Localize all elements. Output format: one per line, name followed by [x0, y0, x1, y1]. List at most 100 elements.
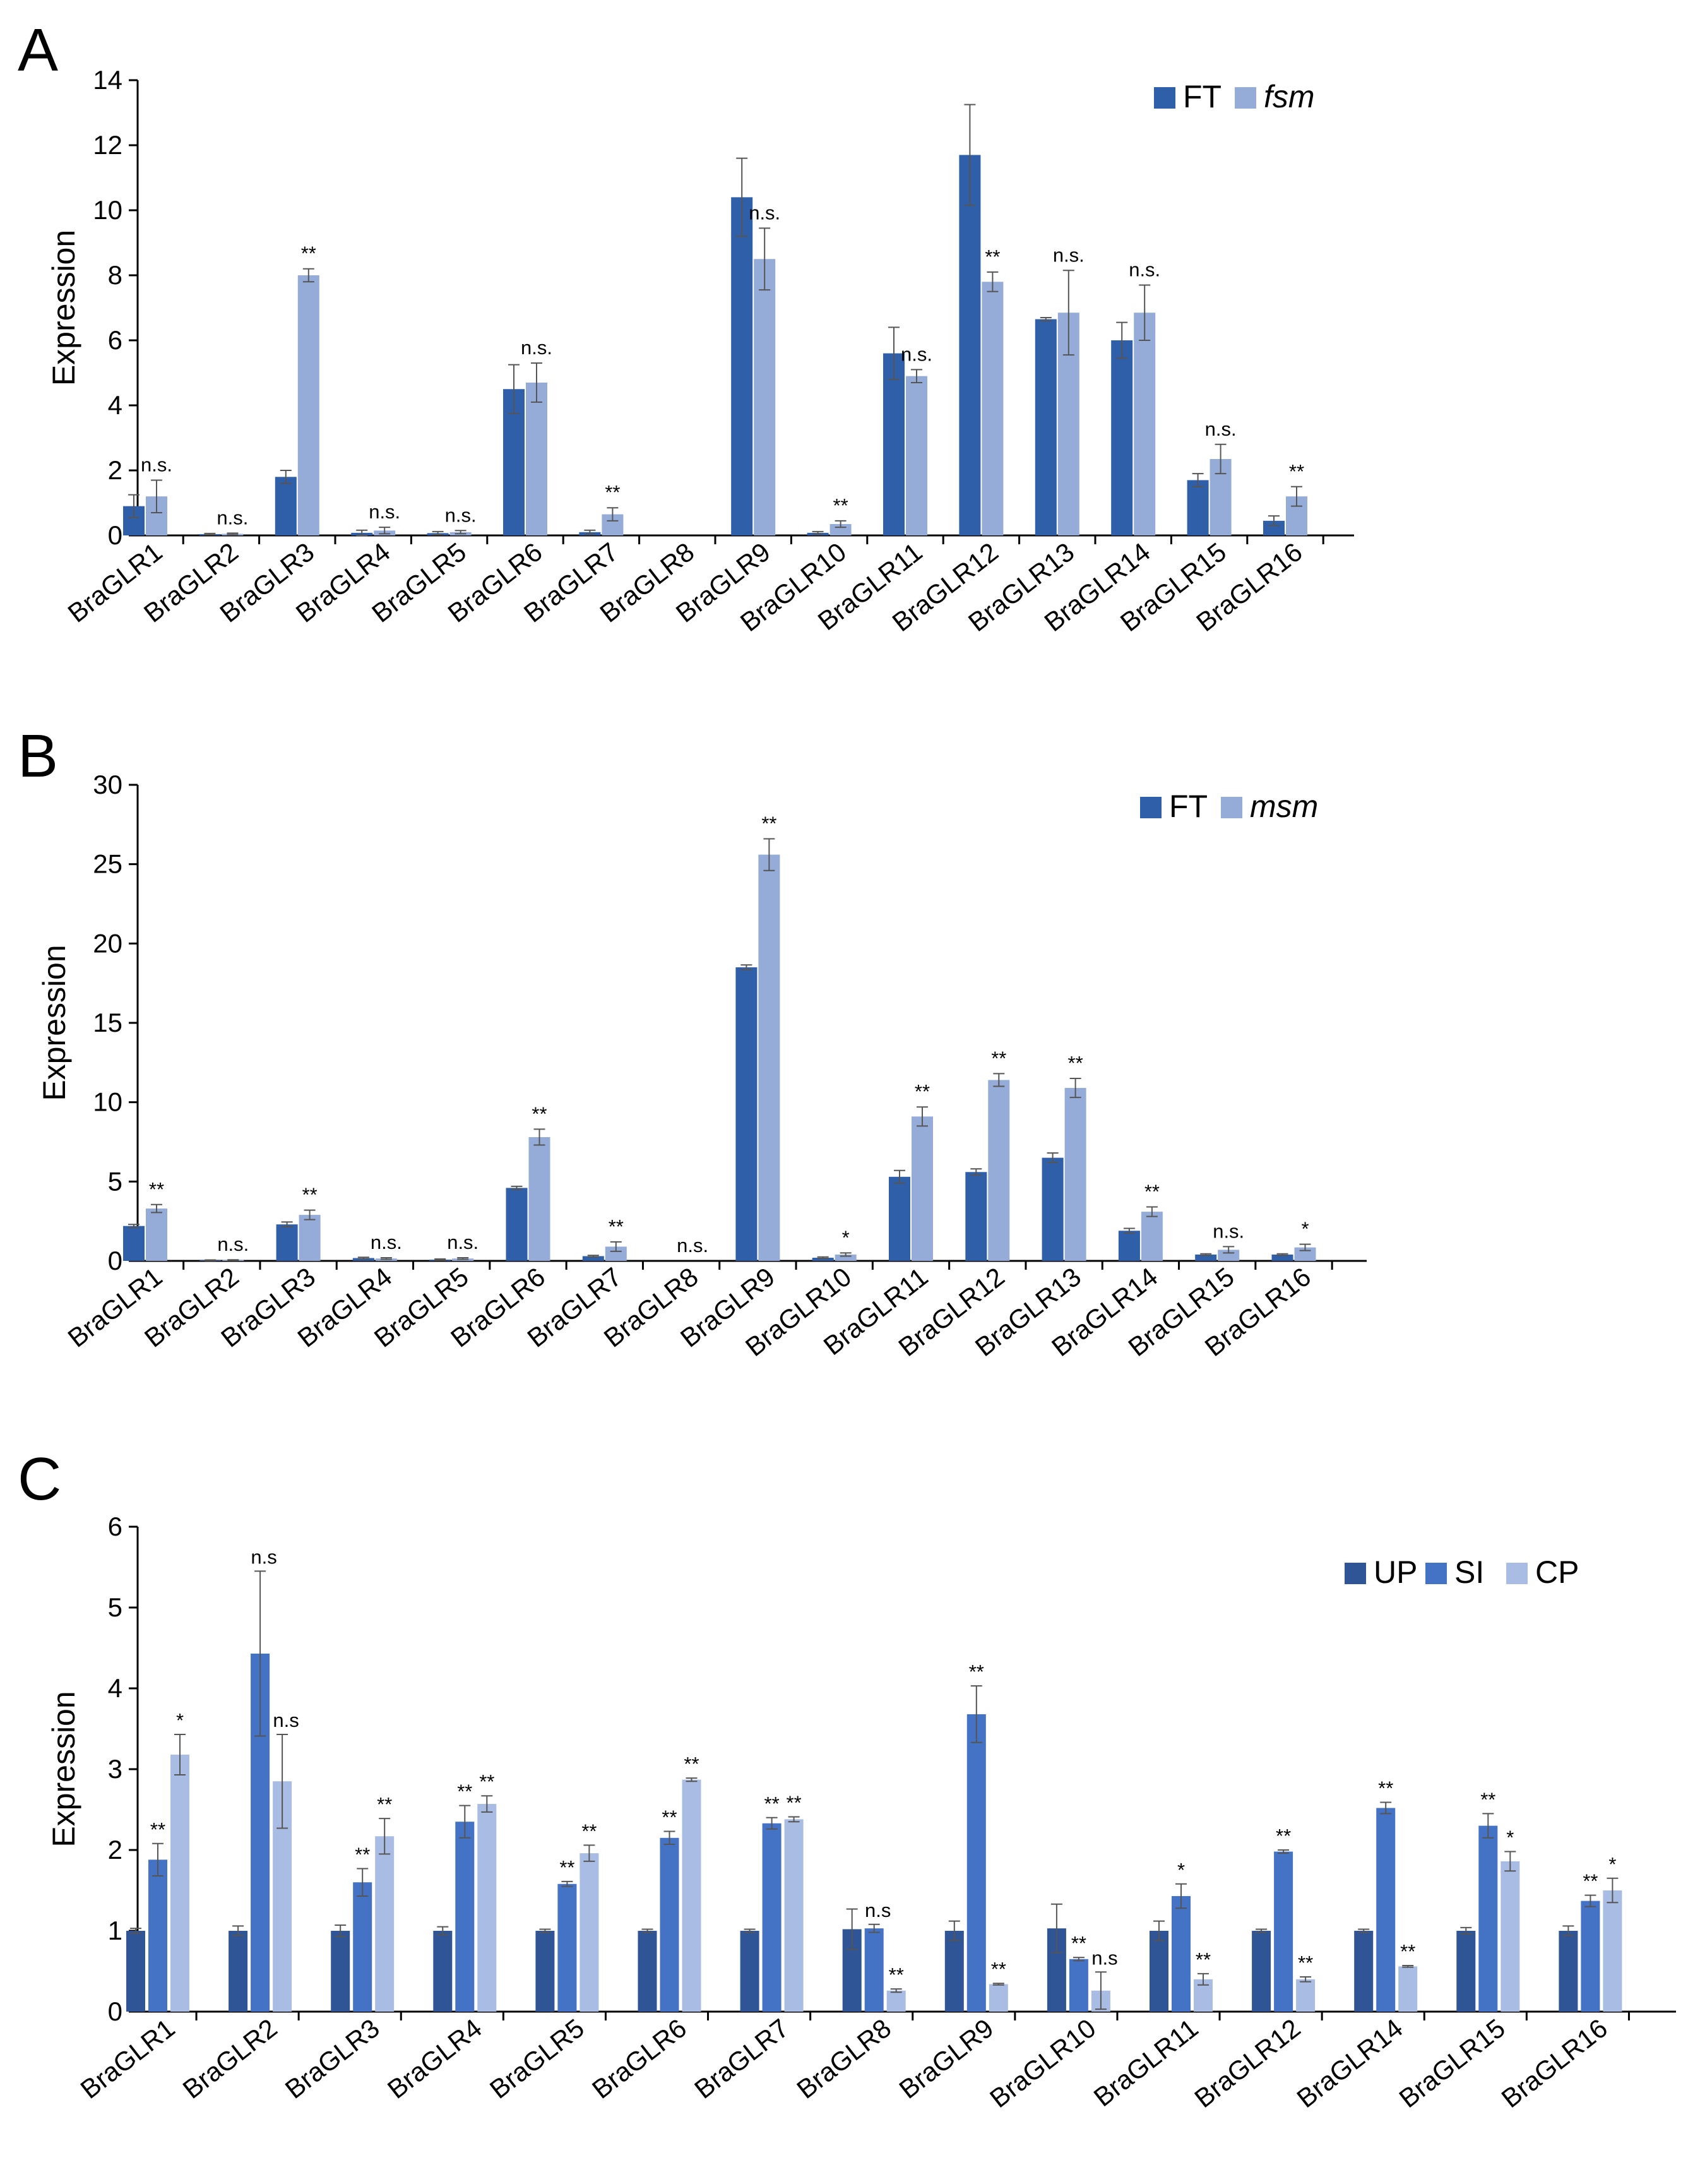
bar-cp — [886, 1990, 906, 2012]
y-axis-label: Expression — [46, 230, 81, 386]
y-tick-label: 10 — [93, 1087, 122, 1117]
significance-label: ** — [1144, 1181, 1160, 1203]
bar-fsm — [982, 282, 1004, 535]
bar-msm — [528, 1137, 550, 1261]
significance-label: n.s. — [371, 1231, 402, 1253]
x-tick-label: BraGLR4 — [382, 2013, 487, 2104]
significance-label: ** — [1068, 1052, 1083, 1074]
y-tick-label: 4 — [108, 1673, 122, 1703]
legend-swatch-msm — [1221, 797, 1242, 818]
significance-label: n.s — [251, 1546, 276, 1568]
legend-swatch-cp — [1506, 1563, 1528, 1584]
legend-label-cp: CP — [1535, 1554, 1579, 1590]
significance-label: ** — [605, 481, 620, 503]
bar-cp — [682, 1779, 701, 2012]
significance-label: n.s. — [1205, 418, 1237, 440]
significance-label: n.s. — [369, 501, 400, 523]
legend-label-si: SI — [1454, 1554, 1484, 1590]
bar-ft — [275, 477, 297, 535]
legend-label-ft: FT — [1169, 789, 1208, 824]
bar-si — [1376, 1808, 1396, 2012]
bar-cp — [170, 1754, 189, 2012]
x-tick-label: BraGLR8 — [791, 2013, 896, 2104]
y-tick-label: 2 — [108, 455, 122, 485]
bar-fsm — [906, 376, 927, 535]
legend-swatch-si — [1425, 1563, 1447, 1584]
bar-ft — [731, 197, 753, 535]
y-tick-label: 14 — [93, 65, 122, 95]
bar-ft — [1263, 520, 1285, 535]
bar-msm — [1141, 1212, 1163, 1261]
legend-swatch-ft — [1154, 87, 1175, 109]
bar-ft — [1118, 1231, 1140, 1261]
significance-label: n.s. — [217, 1233, 249, 1255]
x-tick-label: BraGLR11 — [1088, 2013, 1204, 2112]
significance-label: * — [1301, 1218, 1309, 1240]
bar-si — [966, 1714, 986, 2012]
significance-label: ** — [302, 1184, 318, 1206]
significance-label: ** — [969, 1661, 984, 1683]
significance-label: ** — [915, 1080, 930, 1102]
y-axis-label: Expression — [46, 1691, 81, 1847]
significance-label: ** — [764, 1793, 780, 1815]
bar-msm — [146, 1208, 167, 1261]
significance-label: ** — [479, 1770, 494, 1793]
y-tick-label: 6 — [108, 325, 122, 355]
bar-ft — [1042, 1157, 1064, 1261]
significance-label: ** — [1276, 1825, 1291, 1847]
significance-label: ** — [1071, 1932, 1086, 1954]
significance-label: n.s. — [1129, 258, 1160, 280]
y-tick-label: 10 — [93, 195, 122, 225]
significance-label: ** — [377, 1793, 392, 1815]
significance-label: ** — [684, 1753, 699, 1775]
x-tick-label: BraGLR10 — [984, 2013, 1101, 2113]
bar-ft — [735, 967, 758, 1261]
significance-label: ** — [1289, 460, 1304, 482]
significance-label: ** — [787, 1792, 802, 1814]
bar-cp — [784, 1819, 804, 2012]
panel-a: A02468101214Expressionn.s.BraGLR1n.s.Bra… — [18, 16, 1354, 637]
significance-label: ** — [991, 1047, 1006, 1069]
x-tick-label: BraGLR2 — [177, 2013, 283, 2104]
y-axis-label: Expression — [37, 945, 72, 1101]
bar-si — [455, 1822, 475, 2012]
significance-label: ** — [1400, 1940, 1415, 1962]
y-tick-label: 30 — [93, 770, 122, 799]
y-tick-label: 6 — [108, 1512, 122, 1541]
x-tick-label: BraGLR5 — [484, 2013, 590, 2104]
significance-label: ** — [833, 494, 848, 516]
significance-label: ** — [532, 1102, 547, 1125]
bar-ft — [506, 1188, 528, 1261]
x-tick-label: BraGLR3 — [280, 2013, 385, 2104]
x-tick-label: BraGLR6 — [586, 2013, 692, 2104]
significance-label: * — [1177, 1859, 1185, 1881]
y-tick-label: 3 — [108, 1754, 122, 1784]
bar-cp — [1603, 1890, 1622, 2012]
significance-label: n.s — [273, 1709, 299, 1731]
significance-label: n.s. — [1213, 1220, 1244, 1242]
significance-label: n.s — [1091, 1947, 1117, 1969]
y-tick-label: 8 — [108, 260, 122, 290]
significance-label: ** — [1378, 1777, 1393, 1799]
x-tick-label: BraGLR16 — [1496, 2013, 1613, 2113]
bar-cp — [477, 1804, 497, 2012]
bar-fsm — [526, 382, 547, 535]
legend-swatch-ft — [1140, 797, 1162, 818]
significance-label: ** — [609, 1215, 624, 1238]
significance-label: n.s. — [447, 1231, 478, 1253]
significance-label: n.s. — [141, 453, 172, 475]
x-tick-label: BraGLR1 — [75, 2013, 181, 2104]
bar-up — [535, 1931, 555, 2012]
bar-msm — [758, 854, 780, 1261]
bar-si — [353, 1882, 372, 2012]
bar-ft — [123, 1226, 145, 1261]
bar-si — [557, 1883, 577, 2012]
significance-label: ** — [985, 246, 1000, 268]
significance-label: ** — [1583, 1870, 1598, 1892]
bar-up — [433, 1931, 453, 2012]
significance-label: n.s. — [217, 506, 248, 528]
bar-ft — [959, 155, 981, 535]
y-tick-label: 5 — [108, 1166, 122, 1196]
legend-label-fsm: fsm — [1264, 79, 1315, 114]
